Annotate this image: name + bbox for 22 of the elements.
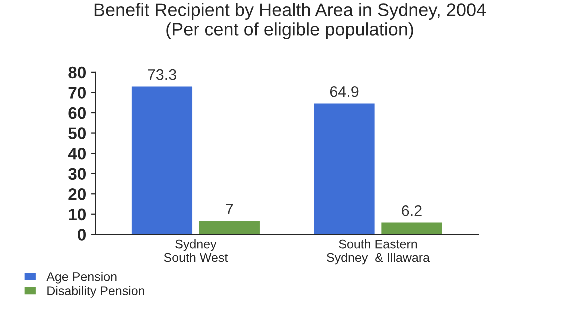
y-tick-label: 10 [69,208,86,221]
y-tick-label: 50 [68,128,86,140]
x-tick-label: Sydney South West [164,240,228,262]
data-label: 73.3 [148,69,176,80]
y-tick-label: 60 [68,107,86,120]
data-label: 6.2 [402,205,422,216]
data-label: 64.9 [330,86,359,98]
y-tick-label: 80 [68,66,86,79]
bar [198,220,262,235]
bar [312,102,376,235]
bar [130,85,194,235]
y-tick-label: 30 [68,168,86,180]
legend-label: Disability Pension [48,286,144,298]
y-tick-label: 40 [68,148,86,160]
legend-label: Age Pension [46,272,117,284]
y-tick-label: 20 [68,188,86,200]
chart-title: Benefit Recipient by Health Area in Sydney, 2004 (Per cent of eligible population) [94,3,486,40]
y-tick-label: 70 [68,87,86,99]
bar [380,221,444,235]
data-label: 7 [226,204,234,215]
x-tick-label: South Eastern Sydney & Illawara [327,240,430,265]
y-tick-label: 0 [78,229,86,241]
